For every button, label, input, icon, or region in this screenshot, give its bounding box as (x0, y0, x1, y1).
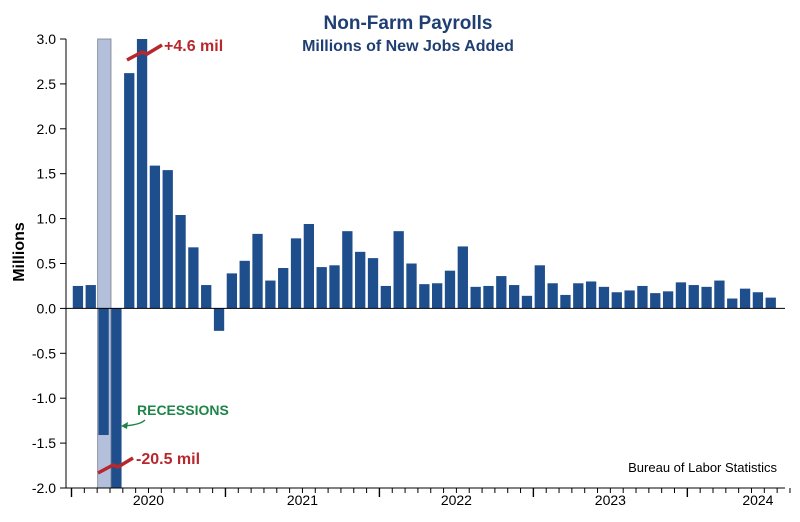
bar-2020-06 (136, 39, 148, 309)
bar-2023-07 (611, 292, 622, 309)
bar-2020-11 (201, 285, 212, 309)
x-year-label: 2023 (595, 492, 626, 508)
bar-2022-10 (496, 276, 507, 309)
y-axis-label: Millions (11, 222, 28, 282)
y-tick-label: 3.0 (37, 31, 57, 47)
y-tick-label: 0.5 (37, 256, 57, 272)
y-tick-label: -0.5 (32, 345, 56, 361)
bar-2021-11 (355, 251, 366, 309)
bar-2022-06 (444, 270, 456, 309)
bar-2022-03 (406, 263, 417, 309)
bar-2022-04 (419, 284, 430, 309)
bar-2024-02 (701, 286, 712, 309)
bar-2022-07 (457, 246, 468, 309)
y-tick-label: -1.0 (32, 390, 56, 406)
bar-2022-12 (521, 295, 533, 309)
recessions-arrow-head (121, 422, 128, 429)
x-year-label: 2022 (441, 492, 472, 508)
bar-2021-09 (329, 265, 340, 309)
bar-2020-02 (85, 285, 96, 309)
bar-2022-02 (393, 231, 404, 309)
bar-2023-09 (637, 285, 648, 309)
bar-2023-01 (534, 265, 545, 309)
bar-2021-06 (290, 238, 302, 309)
bar-2021-12 (367, 258, 379, 309)
trough-annotation-label: -20.5 mil (136, 451, 200, 468)
bar-2021-08 (316, 267, 327, 309)
peak-annotation-label: +4.6 mil (164, 38, 223, 55)
trough-annotation-line (97, 456, 134, 475)
bar-2022-09 (483, 285, 494, 309)
bar-2023-05 (585, 281, 597, 309)
bar-2024-06 (752, 292, 764, 309)
y-tick-label: -1.5 (32, 435, 56, 451)
bar-2023-06 (598, 286, 610, 309)
chart-subtitle: Millions of New Jobs Added (302, 38, 514, 55)
x-year-label: 2021 (287, 492, 318, 508)
bar-2021-05 (278, 267, 289, 309)
x-year-label: 2024 (742, 492, 773, 508)
bar-2022-05 (432, 283, 443, 309)
bar-2024-04 (727, 298, 738, 309)
bar-2023-12 (675, 282, 687, 309)
bar-2024-07 (765, 297, 776, 309)
recessions-label: RECESSIONS (137, 402, 229, 418)
bar-2020-08 (162, 170, 173, 309)
y-tick-label: -2.0 (32, 480, 56, 496)
bar-2021-03 (252, 233, 263, 309)
bar-2020-10 (188, 247, 199, 309)
bar-2024-01 (688, 285, 699, 309)
bar-2022-11 (508, 285, 520, 309)
bar-2023-02 (547, 283, 558, 309)
bar-2020-12 (213, 308, 225, 331)
bar-2022-01 (380, 285, 391, 309)
y-tick-label: 2.5 (37, 76, 57, 92)
bars-layer (72, 39, 776, 488)
bar-2023-04 (573, 283, 584, 309)
bar-2023-10 (650, 293, 661, 309)
bar-2024-05 (739, 288, 751, 309)
bar-2023-03 (560, 294, 571, 309)
bar-2021-07 (303, 223, 315, 309)
bar-2021-02 (239, 260, 250, 309)
bar-2020-01 (72, 285, 84, 309)
y-axis: 3.0 2.5 2.0 1.5 1.0 0.5 0.0 -0.5 -1.0 -1.5 -2.0 (32, 31, 67, 496)
y-tick-label: 1.5 (37, 166, 57, 182)
y-tick-label: 0.0 (37, 300, 57, 316)
bar-2023-08 (624, 290, 635, 309)
y-tick-label: 1.0 (37, 211, 57, 227)
bar-2020-09 (175, 215, 186, 309)
peak-annotation-line (126, 43, 163, 62)
chart-title: Non-Farm Payrolls (324, 13, 493, 34)
bar-2020-05 (124, 73, 135, 309)
annotations: +4.6 mil -20.5 mil RECESSIONS (97, 38, 229, 475)
bar-2020-07 (149, 165, 161, 309)
bar-2020-03 (98, 308, 109, 436)
y-tick-label: 2.0 (37, 121, 57, 137)
x-axis: 2020 2021 2022 2023 2024 (66, 307, 791, 508)
source-label: Bureau of Labor Statistics (628, 460, 777, 475)
bar-2023-11 (662, 291, 674, 309)
x-year-label: 2020 (133, 492, 164, 508)
bar-2021-01 (226, 273, 238, 309)
bar-2021-10 (342, 231, 353, 309)
bar-2021-04 (265, 280, 276, 309)
bar-2024-03 (714, 280, 725, 309)
bar-2020-04 (111, 308, 122, 488)
bar-2022-08 (470, 286, 481, 309)
